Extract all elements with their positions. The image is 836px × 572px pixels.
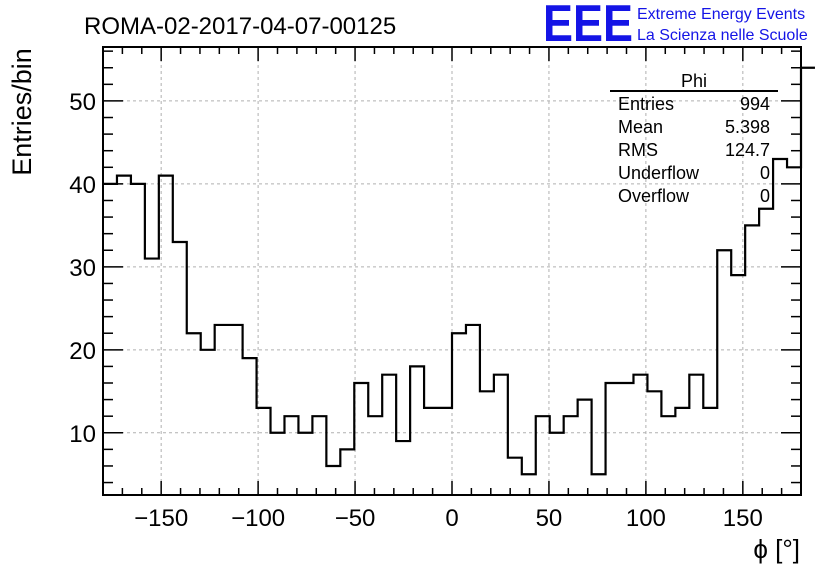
x-tick-label: −50 <box>335 505 376 532</box>
histogram-bin <box>201 350 215 495</box>
histogram-bin <box>703 408 717 495</box>
histogram-bins <box>103 66 815 495</box>
eee-logo: EEE <box>543 0 633 53</box>
histogram-bin <box>340 449 354 495</box>
stats-label-rms: RMS <box>618 140 658 160</box>
histogram-bin <box>326 466 340 495</box>
histogram-bin <box>717 250 731 495</box>
histogram-bin <box>229 325 243 495</box>
stats-box: Phi Entries 994 Mean 5.398 RMS 124.7 Und… <box>610 71 778 206</box>
histogram-bin <box>354 383 368 495</box>
y-tick-label: 20 <box>69 338 96 365</box>
histogram-bin <box>773 159 787 495</box>
histogram-bin <box>675 408 689 495</box>
y-axis-label: Entries/bin <box>7 48 37 176</box>
histogram-bin <box>145 259 159 495</box>
histogram-outline <box>103 66 815 476</box>
x-tick-labels: −150 −100 −50 0 50 100 150 <box>134 505 763 532</box>
x-tick-label: −150 <box>134 505 188 532</box>
stats-label-overflow: Overflow <box>618 186 690 206</box>
histogram-bin <box>620 383 634 495</box>
histogram-bin <box>564 416 578 495</box>
histogram-bin <box>633 375 647 495</box>
histogram-bin <box>647 391 661 495</box>
x-axis-label: ϕ [°] <box>753 534 800 564</box>
stats-value-rms: 124.7 <box>725 140 770 160</box>
y-tick-label: 50 <box>69 89 96 116</box>
histogram-bin <box>382 375 396 495</box>
histogram-bin <box>243 358 257 495</box>
histogram-bin <box>689 375 703 495</box>
histogram-bin <box>438 408 452 495</box>
y-tick-label: 10 <box>69 421 96 448</box>
histogram-bin <box>159 176 173 495</box>
chart-title: ROMA-02-2017-04-07-00125 <box>84 13 396 40</box>
x-tick-label: 0 <box>445 505 458 532</box>
histogram-bin <box>494 375 508 495</box>
histogram-bin <box>480 391 494 495</box>
histogram-bin <box>745 225 759 495</box>
histogram-bin <box>396 441 410 495</box>
logo-text-line2: La Scienza nelle Scuole <box>637 27 808 44</box>
histogram-bin <box>410 366 424 495</box>
y-tick-labels: 10 20 30 40 50 <box>69 89 96 448</box>
stats-label-underflow: Underflow <box>618 163 700 183</box>
x-tick-label: −100 <box>231 505 285 532</box>
histogram-bin <box>466 325 480 495</box>
histogram-bin <box>424 408 438 495</box>
histogram-bin <box>117 176 131 495</box>
x-tick-label: 50 <box>536 505 563 532</box>
stats-value-underflow: 0 <box>760 163 770 183</box>
stats-label-entries: Entries <box>618 94 674 114</box>
y-tick-label: 30 <box>69 255 96 282</box>
stats-name: Phi <box>681 71 707 91</box>
histogram-bin <box>271 433 285 495</box>
histogram-bin <box>187 333 201 495</box>
stats-label-mean: Mean <box>618 117 663 137</box>
histogram-bin <box>103 184 117 495</box>
histogram-bin <box>801 68 815 495</box>
histogram-bin <box>731 275 745 495</box>
histogram-bin <box>215 325 229 495</box>
x-tick-label: 100 <box>626 505 666 532</box>
x-tick-label: 150 <box>723 505 763 532</box>
histogram-bin <box>452 333 466 495</box>
histogram-bin <box>661 416 675 495</box>
histogram-bin <box>522 474 536 495</box>
y-tick-label: 40 <box>69 172 96 199</box>
stats-value-entries: 994 <box>740 94 770 114</box>
axis-ticks <box>102 47 802 495</box>
histogram-bin <box>298 433 312 495</box>
histogram-bin <box>592 474 606 495</box>
histogram-bin <box>284 416 298 495</box>
histogram-bin <box>759 209 773 495</box>
histogram-bin <box>606 383 620 495</box>
histogram-bin <box>536 416 550 495</box>
histogram-bin <box>312 416 326 495</box>
histogram-bin <box>368 416 382 495</box>
histogram-bin <box>578 400 592 495</box>
stats-value-mean: 5.398 <box>725 117 770 137</box>
logo-text-line1: Extreme Energy Events <box>637 6 805 23</box>
stats-value-overflow: 0 <box>760 186 770 206</box>
histogram-bin <box>173 242 187 495</box>
histogram-bin <box>550 433 564 495</box>
histogram-bin <box>131 184 145 495</box>
